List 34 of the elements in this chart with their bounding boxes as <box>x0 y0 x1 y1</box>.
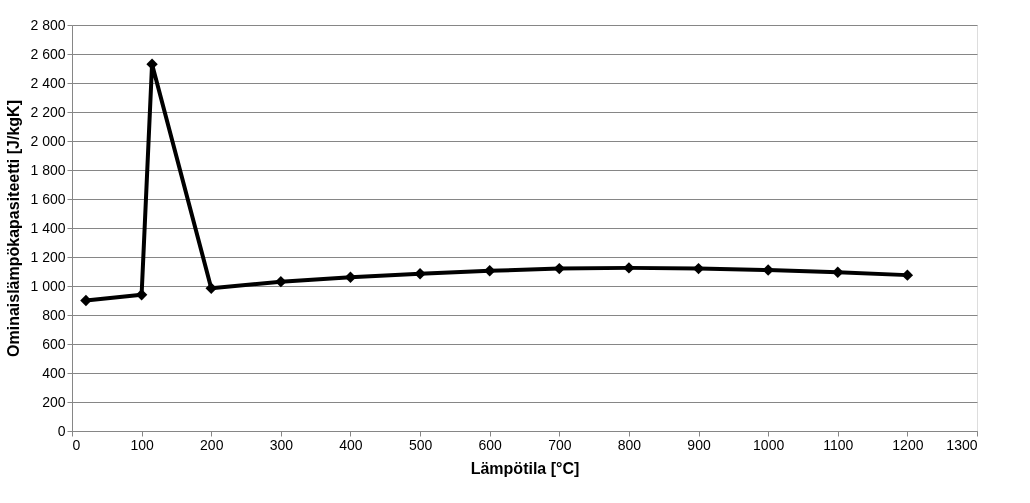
y-tick-label: 1 800 <box>30 161 66 178</box>
y-tick-label: 2 200 <box>30 103 66 120</box>
y-tick-label: 1 600 <box>30 190 66 207</box>
x-tick-label: 1000 <box>753 436 785 453</box>
y-tick-label: 1 400 <box>30 219 66 236</box>
y-tick-label: 800 <box>42 306 66 323</box>
y-tick-label: 400 <box>42 364 66 381</box>
y-tick-label: 2 600 <box>30 45 66 62</box>
x-tick-label: 900 <box>687 436 711 453</box>
x-tick-label: 1300 <box>946 436 978 453</box>
x-tick-label: 1200 <box>892 436 924 453</box>
x-tick-label: 800 <box>617 436 642 453</box>
x-tick-label: 200 <box>200 436 224 453</box>
point <box>623 262 635 274</box>
y-tick-label: 0 <box>57 422 66 439</box>
y-tick-label: 2 400 <box>30 74 66 91</box>
x-tick-label: 300 <box>269 436 294 453</box>
y-tick-label: 2 800 <box>30 16 66 33</box>
x-tick-label: 700 <box>548 436 572 453</box>
y-tick-label: 2 000 <box>30 132 66 149</box>
y-tick-label: 600 <box>42 335 66 352</box>
y-tick-label: 1 200 <box>30 248 66 265</box>
x-tick-label: 600 <box>478 436 503 453</box>
y-axis-title: Ominaislämpökapasiteetti [J/kgK] <box>5 100 23 357</box>
x-axis-title: Lämpötila [°C] <box>470 459 580 477</box>
x-tick-label: 1100 <box>823 436 854 453</box>
x-tick-label: 500 <box>408 436 433 453</box>
point <box>901 269 914 281</box>
point <box>205 282 217 294</box>
x-tick-label: 0 <box>72 436 81 453</box>
x-tick-label: 100 <box>130 436 155 453</box>
y-tick-label: 200 <box>42 393 66 410</box>
x-tick-label: 400 <box>339 436 363 453</box>
y-tick-label: 1 000 <box>30 277 66 294</box>
